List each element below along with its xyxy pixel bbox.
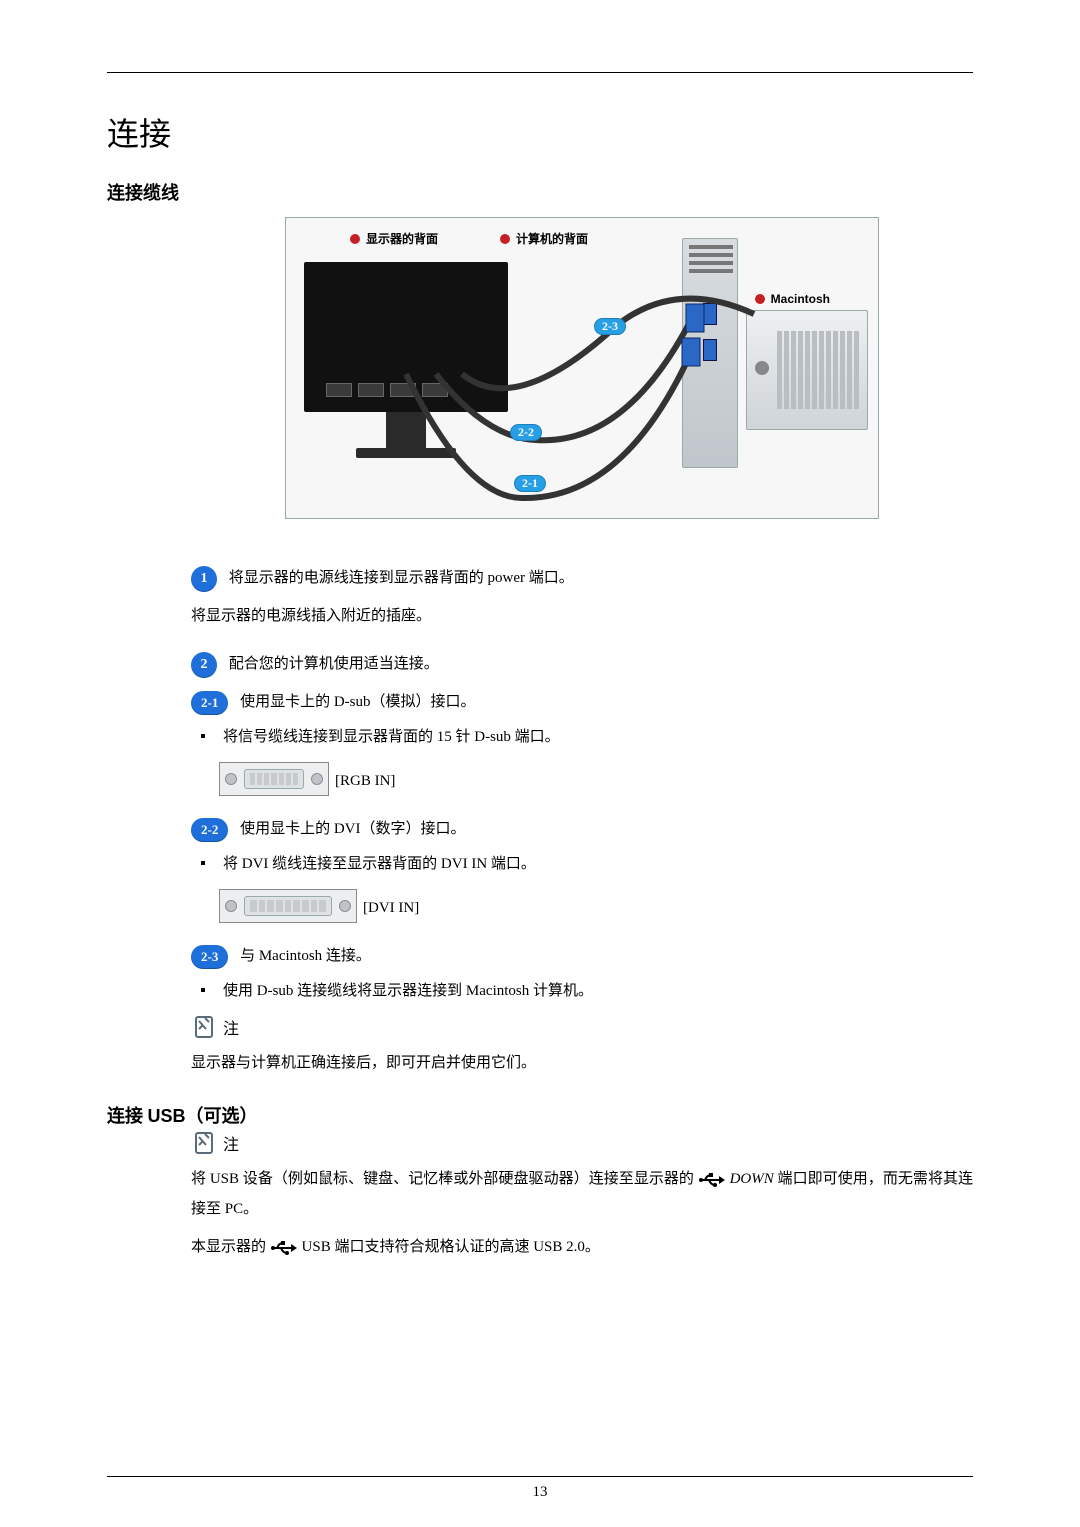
legend-mac: Macintosh (755, 292, 830, 306)
figure-container: 显示器的背面 计算机的背面 Macintosh (191, 217, 973, 519)
red-dot-icon (350, 234, 360, 244)
note-1-text: 显示器与计算机正确连接后，即可开启并使用它们。 (191, 1048, 973, 1078)
legend-monitor-back: 显示器的背面 (350, 230, 438, 247)
red-dot-icon (500, 234, 510, 244)
step-2-3: 2-3 与 Macintosh 连接。 (191, 941, 973, 971)
note-icon (191, 1014, 217, 1040)
step-2-1-bullet: 将信号缆线连接到显示器背面的 15 针 D-sub 端口。 (223, 725, 560, 746)
step-2-1: 2-1 使用显卡上的 D-sub（模拟）接口。 (191, 687, 973, 717)
usb-heading-suffix: （可选） (186, 1106, 258, 1126)
mac-computer-icon (746, 310, 868, 430)
usb-note-p2: 本显示器的 USB 端口支持符合规格认证的高速 USB 2.0。 (191, 1232, 973, 1262)
content-column: 显示器的背面 计算机的背面 Macintosh (191, 217, 973, 1078)
page-number: 13 (0, 1484, 1080, 1501)
badge-2-2-icon: 2-2 (191, 818, 228, 842)
usb-note-p1: 将 USB 设备（例如鼠标、键盘、记忆棒或外部硬盘驱动器）连接至显示器的 DOW… (191, 1164, 973, 1224)
step-2-2: 2-2 使用显卡上的 DVI（数字）接口。 (191, 814, 973, 844)
step-2-2-bullet: 将 DVI 缆线连接至显示器背面的 DVI IN 端口。 (223, 852, 536, 873)
usb-heading-bold: USB (148, 1106, 186, 1126)
dvi-port-label: [DVI IN] (363, 900, 419, 916)
section-heading-cables: 连接缆线 (107, 179, 973, 205)
usb-p1-a: 将 USB 设备（例如鼠标、键盘、记忆棒或外部硬盘驱动器）连接至显示器的 (191, 1171, 694, 1187)
page: 连接 连接缆线 显示器的背面 计算机的背面 Macintosh (0, 0, 1080, 1527)
rgb-port-icon (219, 762, 329, 796)
legend-text: 计算机的背面 (516, 230, 588, 247)
bullet-row: 将信号缆线连接到显示器背面的 15 针 D-sub 端口。 (201, 725, 973, 746)
red-dot-icon (755, 294, 765, 304)
connection-diagram: 显示器的背面 计算机的背面 Macintosh (285, 217, 879, 519)
page-title: 连接 (107, 109, 973, 155)
usb-p1-down: DOWN (730, 1171, 774, 1187)
usb-p2-b: USB 端口支持符合规格认证的高速 USB 2.0。 (302, 1239, 600, 1255)
usb-icon (270, 1240, 298, 1256)
pc-tower-icon (682, 238, 738, 468)
legend-pc-back: 计算机的背面 (500, 230, 588, 247)
step-2-1-text: 使用显卡上的 D-sub（模拟）接口。 (240, 694, 475, 710)
rgb-port-label: [RGB IN] (335, 773, 395, 789)
legend-text: Macintosh (771, 292, 830, 306)
rgb-port-row: [RGB IN] (219, 762, 973, 796)
monitor-icon (296, 254, 516, 454)
section-heading-usb: 连接 USB（可选） (107, 1102, 973, 1128)
badge-2-3-icon: 2-3 (191, 945, 228, 969)
bullet-row: 使用 D-sub 连接缆线将显示器连接到 Macintosh 计算机。 (201, 979, 973, 1000)
step-2: 2 配合您的计算机使用适当连接。 (191, 649, 973, 679)
step-1-text: 将显示器的电源线连接到显示器背面的 power 端口。 (229, 570, 574, 586)
note-icon (191, 1130, 217, 1156)
bullet-icon (201, 734, 205, 738)
step-2-3-text: 与 Macintosh 连接。 (240, 948, 371, 964)
step-2-text: 配合您的计算机使用适当连接。 (229, 656, 439, 672)
bullet-icon (201, 988, 205, 992)
note-label: 注 (223, 1015, 239, 1039)
dvi-port-icon (219, 889, 357, 923)
note-label: 注 (223, 1131, 239, 1155)
bottom-rule (107, 1476, 973, 1477)
usb-p2-a: 本显示器的 (191, 1239, 266, 1255)
legend-text: 显示器的背面 (366, 230, 438, 247)
callout-2-3: 2-3 (594, 318, 626, 335)
content-column: 注 将 USB 设备（例如鼠标、键盘、记忆棒或外部硬盘驱动器）连接至显示器的 D… (191, 1130, 973, 1262)
bullet-icon (201, 861, 205, 865)
step-1: 1 将显示器的电源线连接到显示器背面的 power 端口。 (191, 563, 973, 593)
callout-2-1: 2-1 (514, 475, 546, 492)
step-1-after: 将显示器的电源线插入附近的插座。 (191, 601, 973, 631)
bullet-row: 将 DVI 缆线连接至显示器背面的 DVI IN 端口。 (201, 852, 973, 873)
step-2-3-bullet: 使用 D-sub 连接缆线将显示器连接到 Macintosh 计算机。 (223, 979, 593, 1000)
top-rule (107, 72, 973, 73)
badge-1-icon: 1 (191, 566, 217, 592)
badge-2-1-icon: 2-1 (191, 691, 228, 715)
usb-heading-prefix: 连接 (107, 1106, 148, 1126)
note-row: 注 (191, 1014, 973, 1040)
usb-down-icon (698, 1172, 726, 1188)
dvi-port-row: [DVI IN] (219, 889, 973, 923)
callout-2-2: 2-2 (510, 424, 542, 441)
badge-2-icon: 2 (191, 652, 217, 678)
step-2-2-text: 使用显卡上的 DVI（数字）接口。 (240, 821, 465, 837)
note-row: 注 (191, 1130, 973, 1156)
